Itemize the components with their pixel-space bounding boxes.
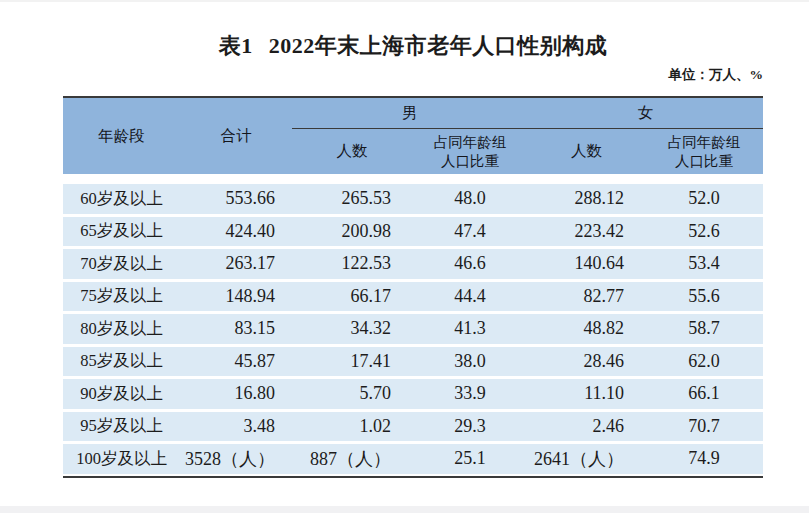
table-header: 年龄段 合计 男 女 人数 占同年龄组 人口比重 人数 占同年龄组 人口比重 bbox=[63, 96, 763, 174]
male-share-cell: 29.3 bbox=[412, 412, 528, 442]
female-count-cell: 223.42 bbox=[528, 217, 645, 247]
header-female-group: 女 bbox=[528, 98, 763, 129]
table-bottom-border bbox=[63, 476, 763, 478]
female-share-cell: 74.9 bbox=[645, 444, 763, 474]
total-cell: 424.40 bbox=[180, 217, 292, 247]
age-group-cell: 80岁及以上 bbox=[63, 314, 180, 344]
header-age-group: 年龄段 bbox=[63, 98, 180, 174]
female-count-cell: 288.12 bbox=[528, 184, 645, 214]
total-cell: 148.94 bbox=[180, 282, 292, 312]
total-cell: 263.17 bbox=[180, 249, 292, 279]
page-top-edge bbox=[0, 0, 809, 2]
age-group-cell: 90岁及以上 bbox=[63, 379, 180, 409]
age-group-cell: 70岁及以上 bbox=[63, 249, 180, 279]
header-female-count: 人数 bbox=[528, 129, 645, 174]
female-count-cell: 11.10 bbox=[528, 379, 645, 409]
male-share-cell: 46.6 bbox=[412, 249, 528, 279]
table-body: 60岁及以上 553.66 265.53 48.0 288.12 52.0 65… bbox=[63, 184, 763, 474]
table-row: 80岁及以上 83.15 34.32 41.3 48.82 58.7 bbox=[63, 314, 763, 344]
female-share-cell: 53.4 bbox=[645, 249, 763, 279]
male-share-cell: 25.1 bbox=[412, 444, 528, 474]
table-row: 75岁及以上 148.94 66.17 44.4 82.77 55.6 bbox=[63, 282, 763, 312]
male-share-cell: 48.0 bbox=[412, 184, 528, 214]
table-row: 65岁及以上 424.40 200.98 47.4 223.42 52.6 bbox=[63, 217, 763, 247]
male-share-cell: 33.9 bbox=[412, 379, 528, 409]
female-share-cell: 70.7 bbox=[645, 412, 763, 442]
female-share-cell: 66.1 bbox=[645, 379, 763, 409]
female-count-cell: 2641（人） bbox=[528, 444, 645, 474]
table-row: 60岁及以上 553.66 265.53 48.0 288.12 52.0 bbox=[63, 184, 763, 214]
male-count-cell: 200.98 bbox=[292, 217, 412, 247]
total-cell: 553.66 bbox=[180, 184, 292, 214]
male-count-cell: 5.70 bbox=[292, 379, 412, 409]
female-share-cell: 52.6 bbox=[645, 217, 763, 247]
table-row: 90岁及以上 16.80 5.70 33.9 11.10 66.1 bbox=[63, 379, 763, 409]
male-count-cell: 265.53 bbox=[292, 184, 412, 214]
male-share-cell: 44.4 bbox=[412, 282, 528, 312]
total-cell: 16.80 bbox=[180, 379, 292, 409]
header-total: 合计 bbox=[180, 98, 292, 174]
header-female-share: 占同年龄组 人口比重 bbox=[645, 129, 763, 174]
header-male-count: 人数 bbox=[292, 129, 412, 174]
age-group-cell: 95岁及以上 bbox=[63, 412, 180, 442]
female-count-cell: 28.46 bbox=[528, 347, 645, 377]
total-cell: 3.48 bbox=[180, 412, 292, 442]
female-count-cell: 2.46 bbox=[528, 412, 645, 442]
female-count-cell: 48.82 bbox=[528, 314, 645, 344]
header-female-share-line1: 占同年龄组 bbox=[668, 133, 741, 151]
table-row: 70岁及以上 263.17 122.53 46.6 140.64 53.4 bbox=[63, 249, 763, 279]
male-share-cell: 47.4 bbox=[412, 217, 528, 247]
female-count-cell: 140.64 bbox=[528, 249, 645, 279]
header-male-share-line1: 占同年龄组 bbox=[434, 133, 507, 151]
header-female-share-line2: 人口比重 bbox=[675, 152, 733, 170]
table-title: 表1 2022年末上海市老年人口性别构成 bbox=[63, 30, 763, 62]
age-group-cell: 100岁及以上 bbox=[63, 444, 180, 474]
age-group-cell: 60岁及以上 bbox=[63, 184, 180, 214]
age-group-cell: 85岁及以上 bbox=[63, 347, 180, 377]
male-count-cell: 122.53 bbox=[292, 249, 412, 279]
female-share-cell: 55.6 bbox=[645, 282, 763, 312]
total-cell: 83.15 bbox=[180, 314, 292, 344]
page-bottom-edge bbox=[0, 506, 809, 513]
male-count-cell: 17.41 bbox=[292, 347, 412, 377]
female-share-cell: 58.7 bbox=[645, 314, 763, 344]
female-count-cell: 82.77 bbox=[528, 282, 645, 312]
table-row: 85岁及以上 45.87 17.41 38.0 28.46 62.0 bbox=[63, 347, 763, 377]
male-count-cell: 34.32 bbox=[292, 314, 412, 344]
male-share-cell: 38.0 bbox=[412, 347, 528, 377]
female-share-cell: 52.0 bbox=[645, 184, 763, 214]
table-row: 100岁及以上 3528（人） 887（人） 25.1 2641（人） 74.9 bbox=[63, 444, 763, 474]
total-cell: 3528（人） bbox=[180, 444, 292, 474]
female-share-cell: 62.0 bbox=[645, 347, 763, 377]
male-count-cell: 1.02 bbox=[292, 412, 412, 442]
table-title-text: 2022年末上海市老年人口性别构成 bbox=[269, 33, 608, 58]
unit-note: 单位：万人、% bbox=[63, 66, 763, 84]
age-group-cell: 65岁及以上 bbox=[63, 217, 180, 247]
population-table: 年龄段 合计 男 女 人数 占同年龄组 人口比重 人数 占同年龄组 人口比重 6… bbox=[63, 96, 763, 478]
header-male-share: 占同年龄组 人口比重 bbox=[412, 129, 528, 174]
male-share-cell: 41.3 bbox=[412, 314, 528, 344]
male-count-cell: 66.17 bbox=[292, 282, 412, 312]
table-title-label: 表1 bbox=[219, 33, 253, 58]
total-cell: 45.87 bbox=[180, 347, 292, 377]
table-row: 95岁及以上 3.48 1.02 29.3 2.46 70.7 bbox=[63, 412, 763, 442]
male-count-cell: 887（人） bbox=[292, 444, 412, 474]
age-group-cell: 75岁及以上 bbox=[63, 282, 180, 312]
header-male-group: 男 bbox=[292, 98, 528, 129]
header-male-share-line2: 人口比重 bbox=[441, 152, 499, 170]
